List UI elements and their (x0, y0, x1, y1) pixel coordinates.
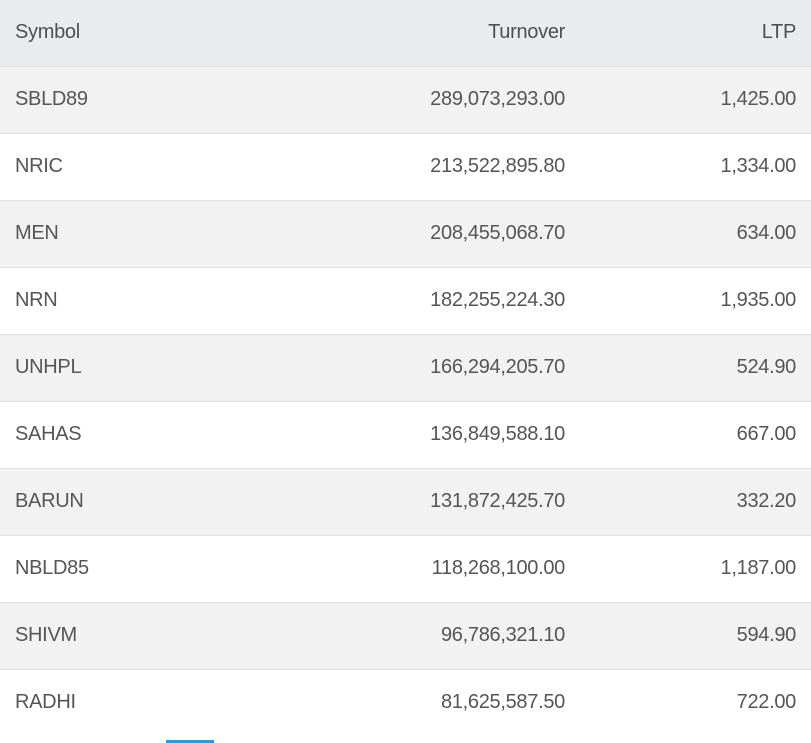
cell-ltp: 1,334.00 (720, 155, 797, 177)
cell-ltp: 594.90 (736, 624, 797, 646)
table-row[interactable]: RADHI 81,625,587.50 722.00 (0, 669, 811, 736)
cell-turnover: 213,522,895.80 (430, 155, 565, 177)
table-row[interactable]: SHIVM 96,786,321.10 594.90 (0, 602, 811, 669)
cell-ltp: 667.00 (736, 423, 797, 445)
table-row[interactable]: NRIC 213,522,895.80 1,334.00 (0, 133, 811, 200)
cell-turnover: 131,872,425.70 (430, 490, 565, 512)
cell-ltp: 332.20 (736, 490, 797, 512)
cell-ltp: 524.90 (736, 356, 797, 378)
cell-turnover: 136,849,588.10 (430, 423, 565, 445)
table-row[interactable]: SBLD89 289,073,293.00 1,425.00 (0, 66, 811, 133)
table-row[interactable]: NBLD85 118,268,100.00 1,187.00 (0, 535, 811, 602)
cell-ltp: 722.00 (736, 691, 797, 714)
table-row[interactable]: SAHAS 136,849,588.10 667.00 (0, 401, 811, 468)
cell-symbol[interactable]: MEN (15, 222, 59, 244)
cell-turnover: 118,268,100.00 (431, 557, 566, 579)
cell-ltp: 1,425.00 (720, 88, 797, 110)
header-ltp[interactable]: LTP (580, 0, 811, 67)
cell-symbol[interactable]: SHIVM (15, 624, 77, 646)
header-turnover[interactable]: Turnover (200, 0, 580, 67)
cell-turnover: 81,625,587.50 (440, 691, 565, 714)
cell-turnover: 289,073,293.00 (430, 88, 565, 110)
table-row[interactable]: BARUN 131,872,425.70 332.20 (0, 468, 811, 535)
cell-symbol[interactable]: RADHI (15, 691, 76, 714)
table-row[interactable]: NRN 182,255,224.30 1,935.00 (0, 267, 811, 334)
cell-symbol[interactable]: BARUN (15, 490, 84, 512)
header-symbol[interactable]: Symbol (0, 0, 200, 67)
tab-indicator (166, 740, 214, 743)
cell-ltp: 634.00 (736, 222, 797, 244)
cell-turnover: 182,255,224.30 (430, 289, 565, 311)
cell-symbol[interactable]: NRIC (15, 155, 63, 177)
table-header-row: Symbol Turnover LTP (0, 0, 811, 67)
table-row[interactable]: MEN 208,455,068.70 634.00 (0, 200, 811, 267)
cell-turnover: 208,455,068.70 (430, 222, 565, 244)
cell-turnover: 96,786,321.10 (440, 624, 565, 646)
cell-ltp: 1,187.00 (720, 557, 797, 579)
cell-symbol[interactable]: NBLD85 (15, 557, 89, 579)
cell-symbol[interactable]: SBLD89 (15, 88, 88, 110)
cell-symbol[interactable]: SAHAS (15, 423, 82, 445)
cell-ltp: 1,935.00 (720, 289, 797, 311)
cell-turnover: 166,294,205.70 (430, 356, 565, 378)
table-row[interactable]: UNHPL 166,294,205.70 524.90 (0, 334, 811, 401)
cell-symbol[interactable]: UNHPL (15, 356, 82, 378)
cell-symbol[interactable]: NRN (15, 289, 58, 311)
